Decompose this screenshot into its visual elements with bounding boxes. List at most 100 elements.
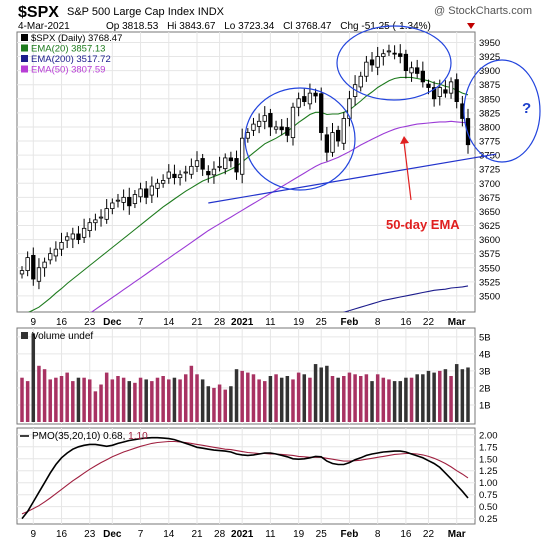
volume-bar <box>454 364 459 422</box>
candle-body <box>70 233 75 240</box>
change-label: Chg <box>340 21 358 32</box>
pmo-line <box>21 436 469 520</box>
chart-index-name: S&P 500 Large Cap Index INDX <box>67 6 225 18</box>
volume-tick-label: 4B <box>479 349 491 360</box>
high-value: 3843.67 <box>179 21 216 32</box>
volume-bar <box>178 379 182 422</box>
index-exchange: INDX <box>198 6 225 18</box>
candle-body <box>398 53 403 57</box>
volume-bar <box>161 376 165 422</box>
price-tick-label: 3700 <box>479 179 500 190</box>
price-legend-item: EMA(20) 3857.13 <box>31 44 105 55</box>
volume-bar <box>246 372 250 422</box>
x-tick-label: 9 <box>31 317 37 328</box>
volume-bar <box>257 379 261 422</box>
candle-body <box>189 165 194 175</box>
x-tick-label: 16 <box>56 529 68 540</box>
candle-body <box>296 98 301 108</box>
pmo-legend: PMO(35,20,10) 0.68, 1.10 <box>32 431 148 442</box>
candle-body <box>93 219 98 224</box>
price-grid: 3500 3525 3550 3575 3600 3625 3650 3675 3700 3725… <box>17 32 500 312</box>
volume-bar <box>392 381 397 422</box>
candle-body <box>98 216 104 219</box>
candle-body <box>273 126 279 130</box>
x-tick-label: Dec <box>103 317 122 328</box>
candle-body <box>341 118 346 144</box>
volume-bar <box>206 386 211 422</box>
volume-bar <box>319 367 323 422</box>
candle-body <box>279 126 284 131</box>
volume-bar <box>381 377 386 422</box>
candle-body <box>42 261 47 269</box>
price-tick-label: 3950 <box>479 38 500 49</box>
volume-bar <box>110 379 115 422</box>
volume-bar <box>358 376 363 422</box>
volume-bar <box>251 374 256 422</box>
price-tick-label: 3675 <box>479 193 500 204</box>
pmo-signal-line <box>21 440 469 515</box>
candle-body <box>330 132 335 153</box>
candle-body <box>336 129 341 142</box>
price-tick-label: 3800 <box>479 122 500 133</box>
volume-bar <box>347 372 352 422</box>
close-value: 3768.47 <box>295 21 332 32</box>
open-value: 3818.53 <box>122 21 159 32</box>
volume-bar <box>364 374 369 422</box>
price-tick-label: 3600 <box>479 235 500 246</box>
candle-body <box>403 53 409 72</box>
candle-body <box>290 106 296 139</box>
x-tick-label: 19 <box>293 317 305 328</box>
candles <box>19 44 471 290</box>
x-tick-label: 16 <box>56 317 68 328</box>
volume-bar <box>421 374 425 422</box>
volume-bar <box>54 377 58 422</box>
candle-body <box>76 233 81 240</box>
price-legend-item: EMA(50) 3807.59 <box>31 65 105 76</box>
candle-body <box>347 98 352 119</box>
candle-body <box>381 53 386 57</box>
ema-annotation-label: 50-day EMA <box>386 217 460 232</box>
volume-bar <box>189 365 194 422</box>
candle-body <box>149 185 154 196</box>
x-tick-label: 28 <box>214 317 226 328</box>
volume-bar <box>42 369 47 422</box>
volume-bar <box>121 377 126 422</box>
price-tick-label: 3650 <box>479 207 500 218</box>
low-label: Lo <box>224 21 236 32</box>
volume-bar <box>274 374 278 422</box>
candle-body <box>36 267 42 282</box>
volume-bar <box>127 381 132 422</box>
pmo-tick-label: 0.50 <box>479 502 498 513</box>
volume-bar <box>65 372 69 422</box>
ema50-line <box>90 120 469 312</box>
circle-annotation-3 <box>463 59 541 163</box>
candle-body <box>251 123 256 131</box>
volume-bar <box>133 382 137 422</box>
volume-bar <box>330 376 335 422</box>
candle-body <box>183 171 188 174</box>
candle-body <box>448 81 454 94</box>
down-triangle-icon <box>467 23 475 29</box>
volume-bar <box>217 384 222 422</box>
volume-legend-swatch <box>21 332 28 339</box>
volume-bar <box>438 370 442 422</box>
x-tick-label: 28 <box>214 529 226 540</box>
volume-bar <box>138 377 143 422</box>
candle-body <box>386 50 392 53</box>
x-tick-label: 8 <box>375 317 381 328</box>
volume-bar <box>336 377 340 422</box>
volume-bar <box>342 376 346 422</box>
volume-bar <box>116 376 120 422</box>
volume-bar <box>263 381 267 422</box>
candle-body <box>228 157 234 162</box>
price-tick-label: 3575 <box>479 249 500 260</box>
question-annotation: ? <box>522 100 531 117</box>
volume-bar <box>25 381 30 422</box>
x-tick-label: 11 <box>265 529 276 540</box>
volume-bar <box>268 376 273 422</box>
pmo-lines <box>21 436 469 520</box>
volume-bar <box>144 379 148 422</box>
volume-bar <box>443 369 448 422</box>
candle-body <box>25 257 30 271</box>
